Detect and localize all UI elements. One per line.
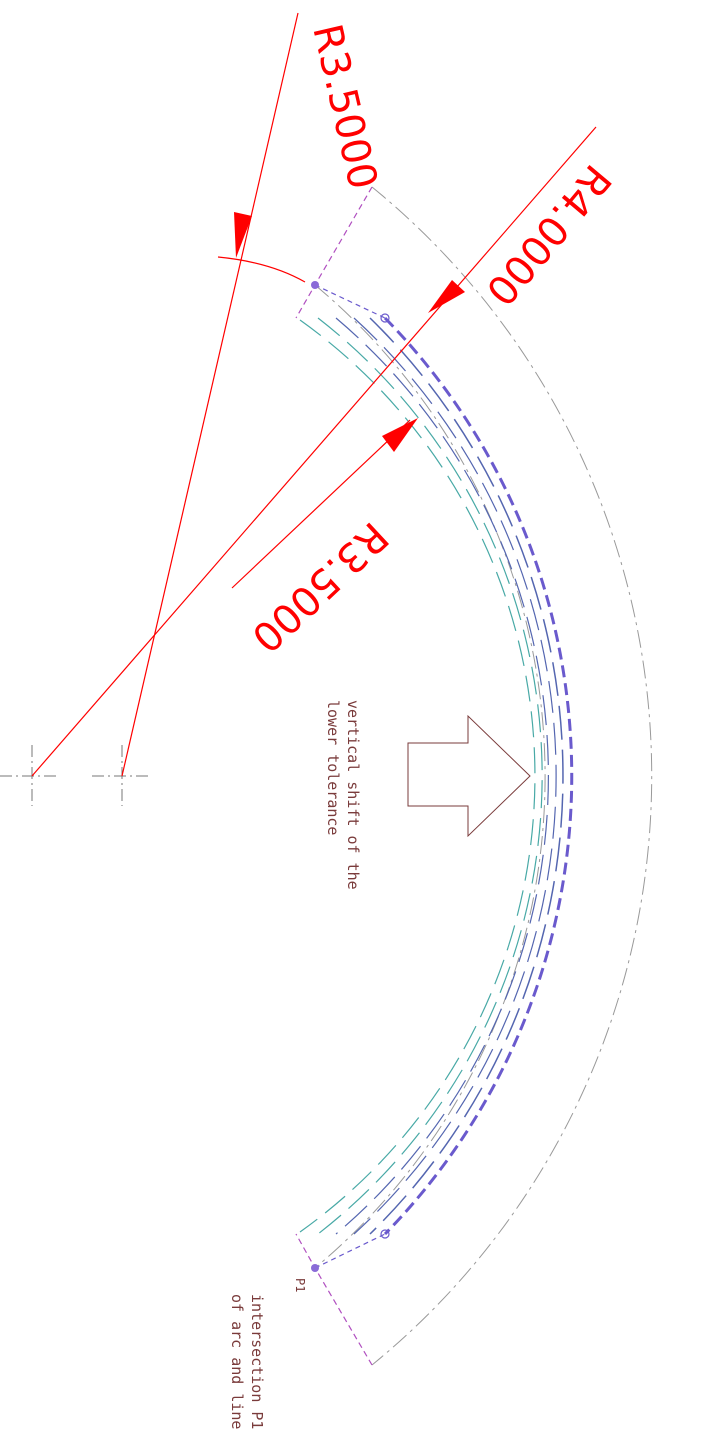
- tolerance-arc-4: [353, 317, 557, 1235]
- dimension-r-top: [121, 12, 306, 777]
- point-p1-label: P1: [293, 1278, 307, 1292]
- intersection-note-line2: of arc and line: [228, 1294, 246, 1429]
- purple-connectors: [314, 284, 386, 1269]
- inner-construction-arc: [314, 284, 546, 1269]
- shift-arrow: [407, 714, 531, 838]
- open-marker-bottom: [380, 1229, 390, 1239]
- nominal-arc-shadow: [369, 317, 564, 1235]
- dimension-r-low-arrow: [382, 418, 418, 452]
- dimension-r-mid-arrow: [428, 280, 465, 313]
- tolerance-arc-1: [299, 319, 536, 1233]
- tolerance-arc-2: [317, 317, 543, 1235]
- dimension-r-mid: [31, 126, 597, 777]
- endpoint-marker-top: [311, 281, 319, 289]
- dimension-r-low: [231, 419, 411, 589]
- dimension-r-top-label: R3.5000: [303, 20, 386, 194]
- outer-construction-arc: [371, 186, 653, 1366]
- nominal-arc: [383, 316, 574, 1236]
- center-marks: [0, 745, 152, 806]
- shift-note-line1: vertical shift of the: [344, 700, 362, 890]
- dimension-r-low-label: R3.5000: [242, 513, 396, 661]
- intersection-note-line1: intersection P1: [248, 1294, 266, 1429]
- open-marker-top: [380, 313, 390, 323]
- shift-note-line2: lower tolerance: [324, 700, 342, 835]
- dimension-r-top-arrow: [234, 212, 252, 258]
- tolerance-arcs: [299, 317, 557, 1235]
- endpoint-marker-p1: [311, 1264, 319, 1272]
- dimension-r-mid-label: R4.0000: [477, 156, 620, 314]
- tolerance-arc-3: [335, 317, 549, 1235]
